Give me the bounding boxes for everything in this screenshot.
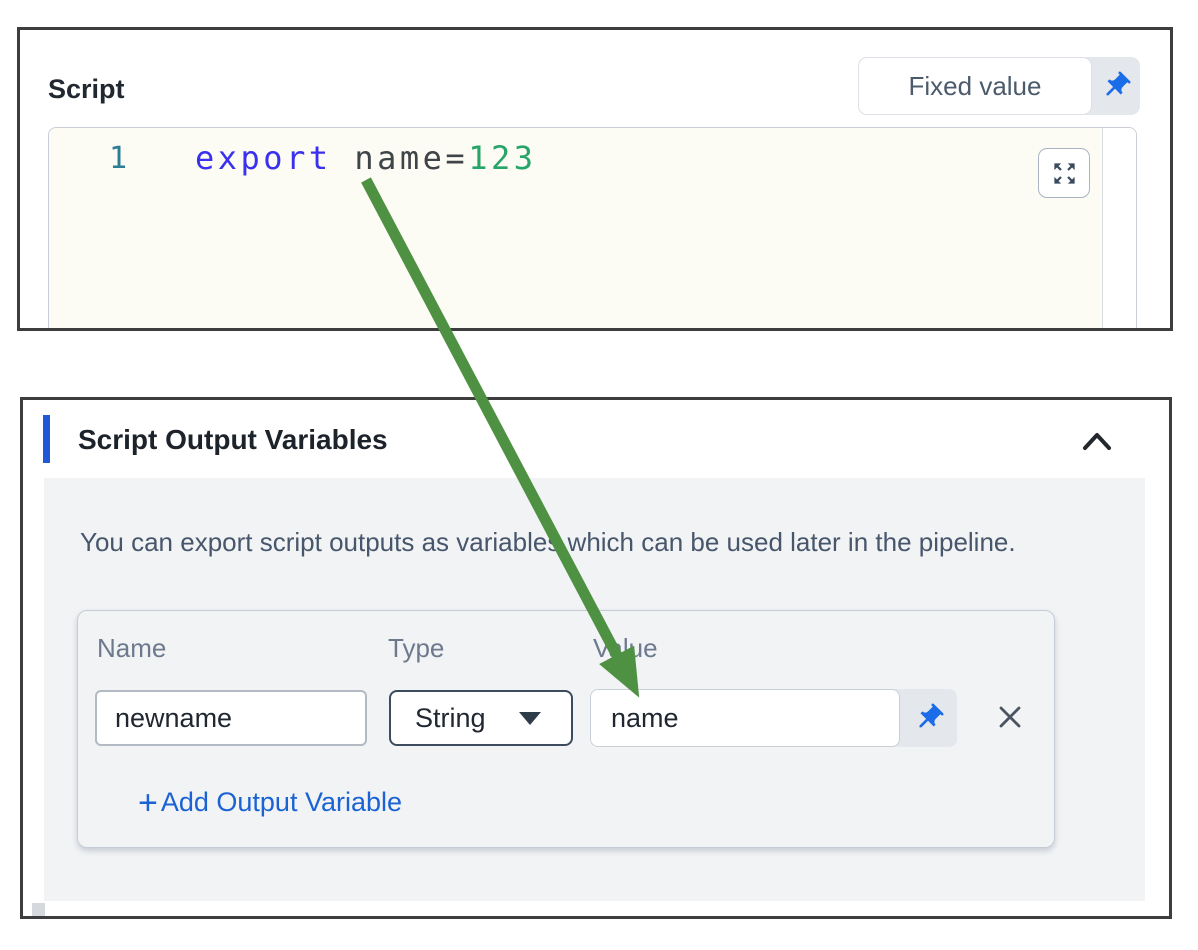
fixed-value-button[interactable]: Fixed value xyxy=(858,57,1092,115)
add-output-variable-label: Add Output Variable xyxy=(160,787,403,817)
output-variables-description: You can export script outputs as variabl… xyxy=(80,527,1016,557)
editor-expand-button[interactable] xyxy=(1038,148,1090,198)
add-output-variable-button[interactable]: + Add Output Variable xyxy=(138,783,403,822)
type-column-label: Type xyxy=(388,633,445,663)
input-type-control: Fixed value xyxy=(858,57,1140,115)
variable-type-select[interactable]: String xyxy=(389,690,573,746)
editor-scrollbar[interactable] xyxy=(1102,128,1136,328)
caret-down-icon xyxy=(519,711,541,725)
variable-value-control xyxy=(590,689,957,747)
script-pin-button[interactable] xyxy=(1092,57,1140,115)
close-icon xyxy=(999,706,1021,728)
chevron-up-icon xyxy=(1083,433,1111,450)
value-pin-button[interactable] xyxy=(900,689,957,747)
code-number: 123 xyxy=(468,139,537,177)
plus-icon: + xyxy=(138,783,158,822)
editor-line-number: 1 xyxy=(108,141,129,176)
collapse-section-button[interactable] xyxy=(1078,428,1116,454)
code-keyword: export xyxy=(195,139,332,177)
partial-next-element xyxy=(32,903,45,916)
value-column-label: Value xyxy=(593,633,658,663)
pushpin-icon xyxy=(919,703,944,728)
output-variables-title: Script Output Variables xyxy=(78,424,388,455)
pushpin-icon xyxy=(1106,71,1131,96)
code-plain: name= xyxy=(331,139,469,177)
script-code-editor[interactable]: 1 export name=123 xyxy=(48,127,1137,328)
variable-name-input[interactable] xyxy=(95,690,367,746)
script-label: Script xyxy=(48,74,125,104)
expand-icon xyxy=(1053,162,1075,184)
editor-code-line: export name=123 xyxy=(195,139,536,177)
variable-value-input[interactable] xyxy=(590,689,900,747)
remove-variable-button[interactable] xyxy=(994,701,1026,733)
name-column-label: Name xyxy=(97,633,167,663)
variable-type-value: String xyxy=(415,702,486,733)
section-accent-bar xyxy=(43,415,50,463)
